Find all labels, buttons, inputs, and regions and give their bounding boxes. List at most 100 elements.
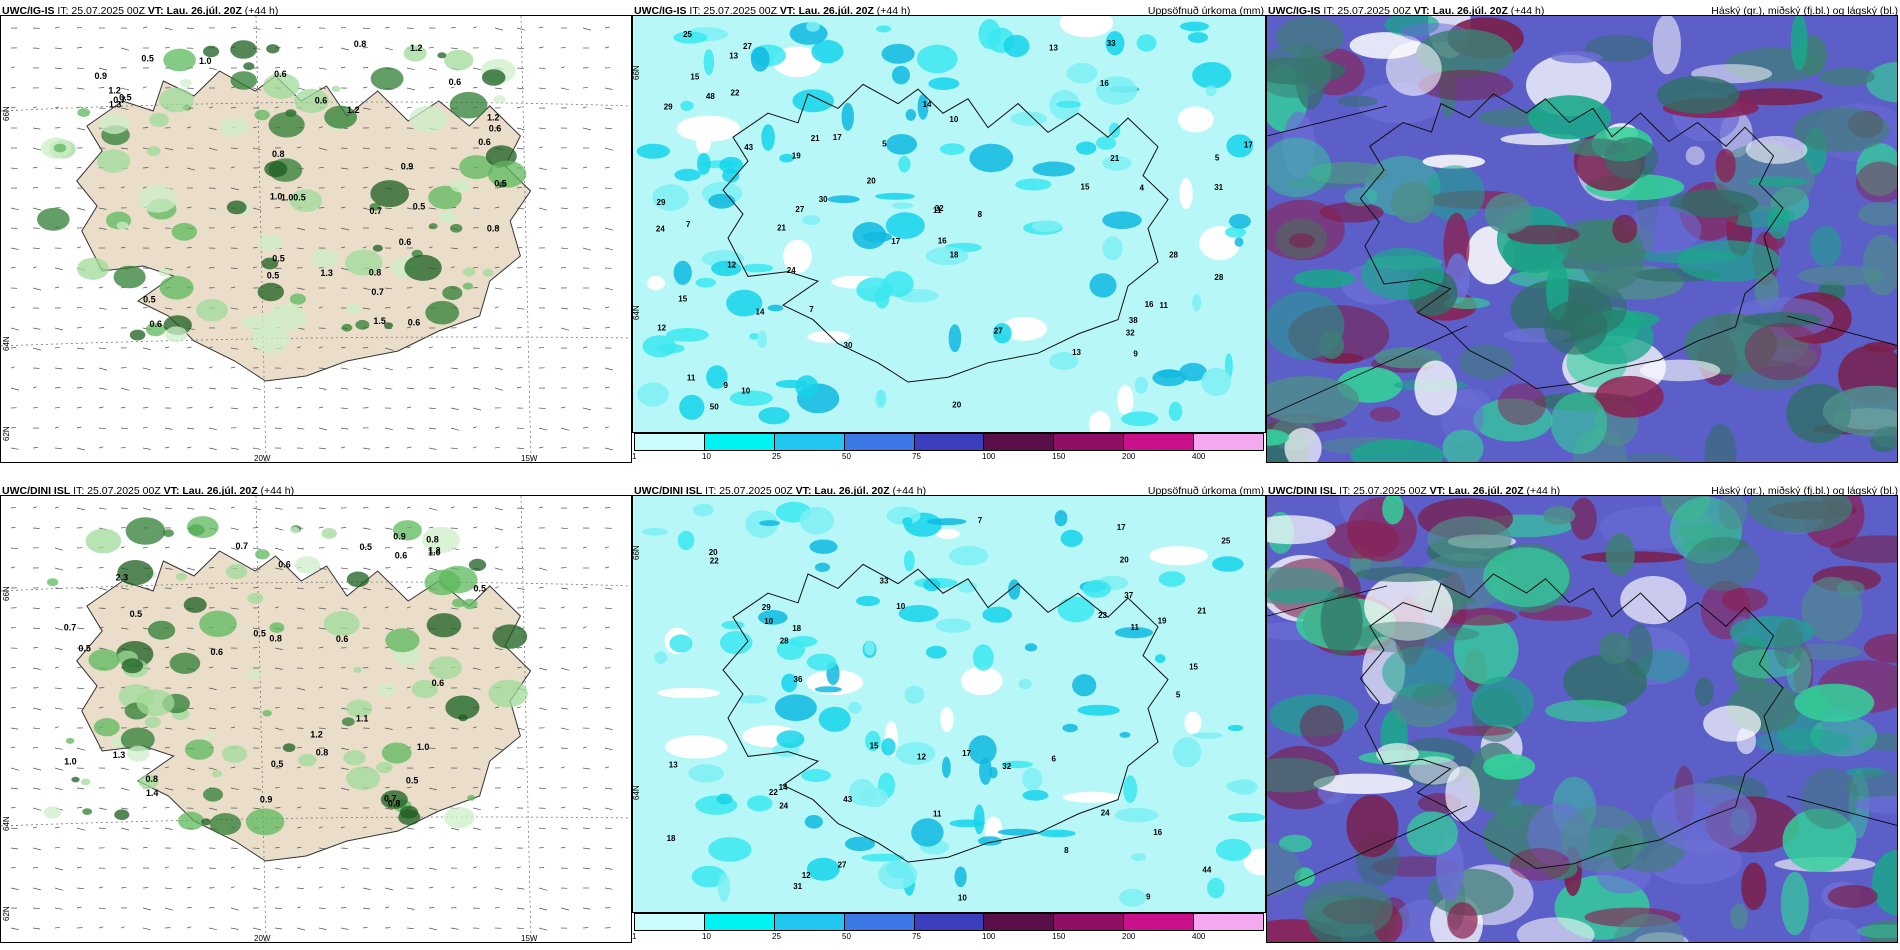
- wind-barb: [10, 806, 16, 809]
- wind-barb: [296, 846, 302, 849]
- dry-area: [1184, 711, 1202, 735]
- wind-barb: [318, 406, 324, 409]
- wind-barb: [274, 867, 283, 871]
- precip-accum-value: 27: [743, 42, 752, 51]
- wind-barb: [604, 127, 613, 130]
- wind-barb: [340, 206, 346, 209]
- precip-accum-value: 17: [1244, 140, 1253, 149]
- map-cloud-cover[interactable]: [1266, 495, 1898, 943]
- wind-barb: [186, 546, 192, 549]
- wind-barb: [54, 907, 63, 910]
- precip-accum-blob: [1102, 236, 1123, 261]
- wind-barb: [230, 407, 239, 410]
- wind-barb: [582, 586, 588, 589]
- precip-accum-value: 14: [779, 783, 788, 792]
- map-svg: 5165028191314112732291071520433018161242…: [633, 16, 1265, 432]
- wind-barb: [516, 346, 522, 349]
- colorbar-swatch: [1124, 914, 1195, 930]
- cloud-layer-blob: [1685, 536, 1761, 591]
- wind-barb: [428, 787, 437, 791]
- wind-barb: [494, 446, 500, 449]
- wind-barb: [252, 867, 260, 869]
- wind-barb: [582, 106, 587, 109]
- colorbar-swatch: [774, 914, 845, 930]
- precip-accum-value: 4: [1140, 184, 1145, 193]
- wind-barb: [560, 406, 566, 409]
- wind-barb: [406, 366, 412, 369]
- map-wind-precip-rate[interactable]: 0.6 1.2 0.7 1.0 0.5 0.5 0.6 1.3 0.7 1.2 1.2 0.5 0.6 0…: [0, 15, 632, 463]
- wind-barb: [142, 507, 152, 511]
- wind-barb: [516, 47, 524, 50]
- precip-rate-value: 1.4: [146, 788, 159, 798]
- precip-rate-blob: [429, 656, 462, 680]
- map-svg: [1267, 496, 1897, 942]
- cloud-layer-blob: [1411, 683, 1459, 708]
- cloud-layer-blob: [1789, 643, 1862, 660]
- cloud-layer-blob: [1282, 111, 1316, 179]
- map-accumulated-precip[interactable]: 11 10 14 12 22 25 17 23 13 15 29 24 27 9 11 8 18 10 16 22 24…: [632, 495, 1266, 913]
- wind-barb: [186, 446, 192, 449]
- wind-barb: [164, 546, 170, 549]
- wind-barb: [98, 387, 107, 390]
- precip-rate-value: 0.5: [413, 202, 426, 212]
- wind-barb: [362, 746, 368, 749]
- wind-barb: [604, 227, 614, 231]
- wind-barb: [494, 647, 503, 651]
- cloud-layer-blob: [1718, 496, 1748, 530]
- wind-barb: [362, 567, 371, 570]
- precip-rate-value: 0.5: [78, 644, 91, 654]
- wind-barb: [142, 107, 151, 110]
- wind-barb: [494, 367, 503, 370]
- precip-rate-blob: [71, 776, 80, 783]
- precip-accum-blob: [799, 506, 835, 535]
- cloud-layer-blob: [1560, 805, 1644, 873]
- colorbar-swatch: [1054, 434, 1125, 450]
- precip-accum-blob: [1114, 808, 1159, 823]
- wind-barb: [494, 567, 504, 571]
- wind-barb: [296, 247, 304, 250]
- wind-barb: [186, 126, 192, 129]
- cloud-layer-blob: [1792, 348, 1817, 368]
- wind-barb: [516, 147, 525, 150]
- cloud-layer-blob: [1427, 627, 1480, 641]
- wind-barb: [164, 27, 173, 31]
- wind-barb: [560, 366, 567, 369]
- precip-accum-value: 43: [843, 795, 852, 804]
- wind-barb: [450, 167, 459, 170]
- wind-barb: [208, 666, 214, 669]
- wind-barb: [406, 87, 415, 91]
- wind-barb: [10, 787, 19, 790]
- precip-accum-value: 12: [917, 752, 926, 761]
- wind-barb: [296, 607, 305, 610]
- precip-accum-value: 29: [762, 603, 771, 612]
- precip-rate-blob: [247, 670, 261, 680]
- precip-rate-value: 1.0: [428, 548, 441, 558]
- wind-barb: [10, 207, 19, 211]
- wind-barb: [230, 587, 238, 590]
- wind-barb: [54, 606, 60, 609]
- map-cloud-cover[interactable]: [1266, 15, 1898, 463]
- cloud-layer-blob: [1307, 161, 1388, 184]
- map-wind-precip-rate[interactable]: 0.5 0.8 0.9 1.2 1.0 2.3 0.6 0.8 0.5 0.5 1.3 1.2 0.8 0…: [0, 495, 632, 943]
- wind-barb: [252, 447, 261, 450]
- map-accumulated-precip[interactable]: 5 16 50 28 19 13 14 11 27 32 29 10 7 15 20 43 30 18 16 12 4 2…: [632, 15, 1266, 433]
- wind-barb: [472, 387, 481, 390]
- precip-accum-value: 16: [1145, 300, 1154, 309]
- wind-barb: [164, 386, 170, 389]
- wind-barb: [582, 867, 591, 870]
- wind-barb: [560, 567, 567, 569]
- wind-barb: [296, 387, 303, 389]
- wind-barb: [318, 447, 327, 450]
- dry-area: [960, 666, 1003, 696]
- wind-barb: [428, 67, 438, 71]
- precip-accum-blob: [948, 546, 989, 566]
- wind-barb: [120, 847, 129, 850]
- precip-accum-blob: [1077, 704, 1120, 716]
- wind-barb: [340, 847, 348, 849]
- cloud-layer-blob: [1364, 573, 1453, 641]
- precip-rate-blob: [355, 319, 370, 330]
- panel-title: UWC/IG-IS IT: 25.07.2025 00Z VT: Lau. 26…: [2, 5, 279, 17]
- precip-accum-blob: [750, 46, 770, 72]
- precip-accum-blob: [781, 673, 798, 693]
- wind-barb: [516, 647, 523, 649]
